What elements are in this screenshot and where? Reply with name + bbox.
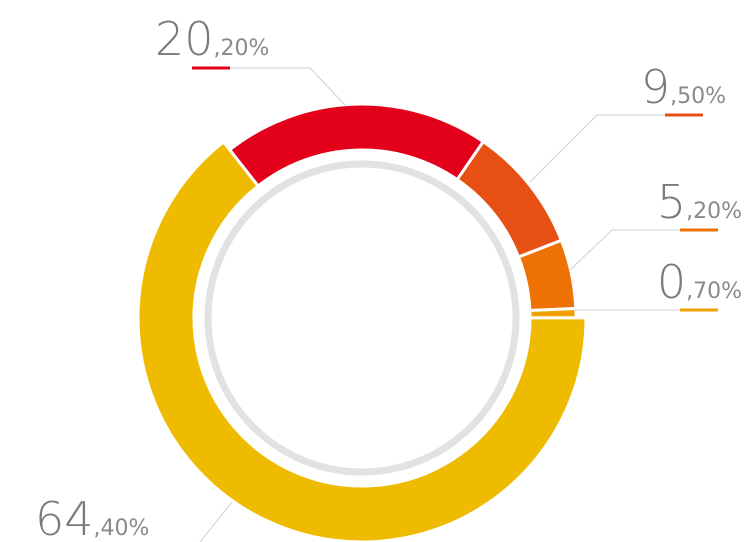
leader-line [199, 501, 233, 542]
leader-line [529, 114, 665, 183]
leader-line [230, 67, 346, 106]
leader-line [569, 229, 680, 271]
value-label: 9,50% [641, 60, 726, 114]
value-label: 5,20% [657, 175, 742, 229]
donut-segment [455, 139, 564, 259]
value-label: 64,40% [35, 492, 149, 542]
donut-segment [136, 139, 588, 542]
value-label: 20,20% [155, 12, 269, 66]
value-label: 0,70% [657, 255, 742, 309]
inner-ring [204, 160, 520, 476]
donut-segment [227, 102, 486, 189]
